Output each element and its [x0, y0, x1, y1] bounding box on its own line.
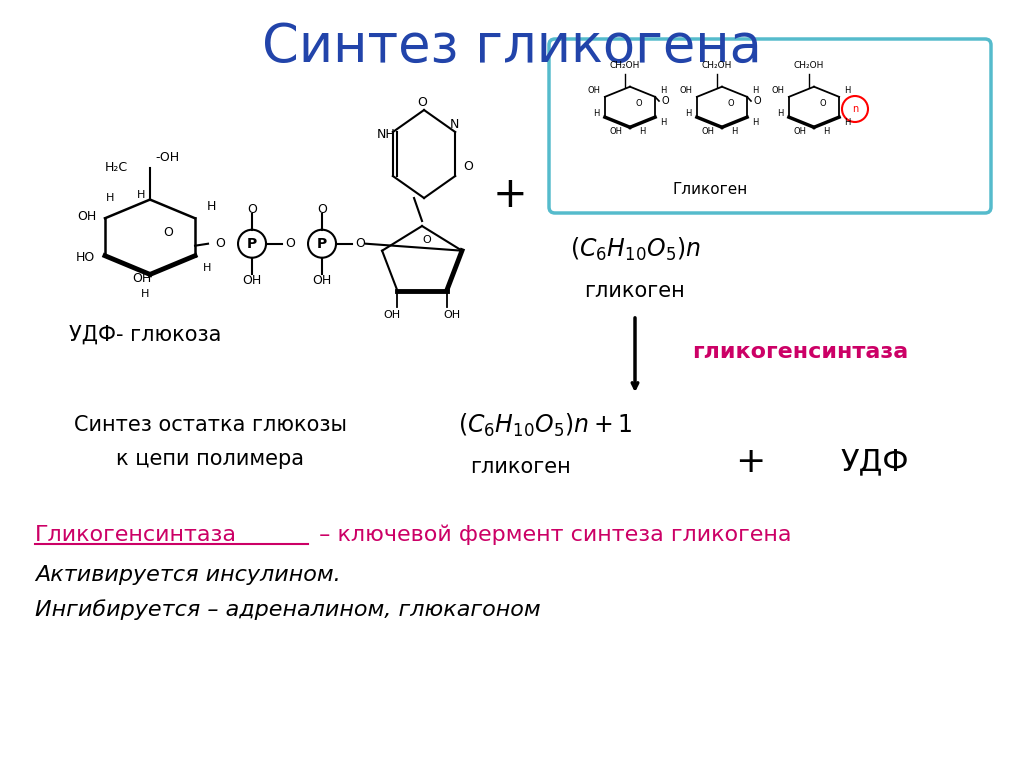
Text: гликоген: гликоген — [585, 281, 685, 301]
Text: -OH: -OH — [155, 151, 179, 164]
Text: H: H — [823, 127, 829, 136]
Text: P: P — [316, 237, 327, 251]
Text: H: H — [752, 117, 759, 127]
Text: OH: OH — [772, 87, 784, 95]
Text: H: H — [105, 193, 114, 203]
Text: OH: OH — [794, 127, 807, 136]
Text: NH: NH — [377, 127, 395, 140]
Text: N: N — [450, 117, 459, 130]
Text: +: + — [493, 174, 527, 216]
Text: P: P — [247, 237, 257, 251]
Text: H: H — [660, 117, 667, 127]
Text: O: O — [417, 96, 427, 108]
Text: H: H — [594, 109, 600, 117]
Text: O: O — [463, 160, 473, 173]
Text: $(C_6H_{10}O_5)n$: $(C_6H_{10}O_5)n$ — [569, 235, 700, 262]
Text: OH: OH — [243, 275, 262, 287]
Text: к цепи полимера: к цепи полимера — [116, 449, 304, 469]
Text: OH: OH — [609, 127, 623, 136]
Text: гликоген: гликоген — [470, 457, 570, 477]
Text: Гликоген: Гликоген — [673, 182, 748, 196]
Text: Синтез остатка глюкозы: Синтез остатка глюкозы — [74, 415, 346, 435]
Text: O: O — [728, 98, 734, 107]
Text: OH: OH — [588, 87, 601, 95]
Text: H: H — [141, 289, 150, 299]
Text: H: H — [844, 87, 851, 95]
Text: OH: OH — [132, 272, 152, 285]
Text: Ингибируется – адреналином, глюкагоном: Ингибируется – адреналином, глюкагоном — [35, 600, 541, 621]
Text: O: O — [317, 203, 327, 216]
Text: OH: OH — [78, 210, 97, 222]
Text: $(C_6H_{10}O_5)n+1$: $(C_6H_{10}O_5)n+1$ — [458, 411, 632, 439]
Text: O: O — [215, 237, 225, 250]
Text: n: n — [852, 104, 858, 114]
Text: Синтез гликогена: Синтез гликогена — [262, 21, 762, 73]
Text: OH: OH — [443, 310, 460, 320]
Text: H: H — [639, 127, 645, 136]
Text: H: H — [660, 87, 667, 95]
Text: O: O — [247, 203, 257, 216]
Text: УДФ- глюкоза: УДФ- глюкоза — [69, 325, 221, 345]
Text: O: O — [662, 96, 669, 106]
Text: – ключевой фермент синтеза гликогена: – ключевой фермент синтеза гликогена — [312, 525, 792, 545]
Text: Активируется инсулином.: Активируется инсулином. — [35, 565, 341, 585]
Text: O: O — [636, 98, 642, 107]
Text: H: H — [685, 109, 692, 117]
Text: H: H — [752, 87, 759, 95]
Text: OH: OH — [312, 275, 332, 287]
Text: HO: HO — [76, 252, 95, 264]
Text: O: O — [285, 237, 295, 250]
Text: O: O — [355, 237, 365, 250]
Text: OH: OH — [384, 310, 401, 320]
Text: H: H — [207, 199, 216, 212]
Text: O: O — [819, 98, 826, 107]
Text: H: H — [777, 109, 784, 117]
Text: H: H — [203, 263, 211, 273]
Text: CH₂OH: CH₂OH — [701, 61, 732, 70]
Text: O: O — [423, 235, 431, 245]
Text: H: H — [731, 127, 737, 136]
Text: H₂C: H₂C — [104, 161, 128, 174]
Text: CH₂OH: CH₂OH — [610, 61, 640, 70]
Text: CH₂OH: CH₂OH — [794, 61, 824, 70]
Text: H: H — [844, 117, 851, 127]
Text: гликогенсинтаза: гликогенсинтаза — [692, 342, 908, 362]
FancyBboxPatch shape — [549, 39, 991, 213]
Text: OH: OH — [680, 87, 693, 95]
Text: O: O — [163, 225, 173, 239]
Text: УДФ: УДФ — [841, 447, 909, 476]
Text: H: H — [136, 189, 145, 199]
Text: Гликогенсинтаза: Гликогенсинтаза — [35, 525, 237, 545]
Text: OH: OH — [701, 127, 715, 136]
Text: +: + — [735, 445, 765, 479]
Text: O: O — [754, 96, 761, 106]
